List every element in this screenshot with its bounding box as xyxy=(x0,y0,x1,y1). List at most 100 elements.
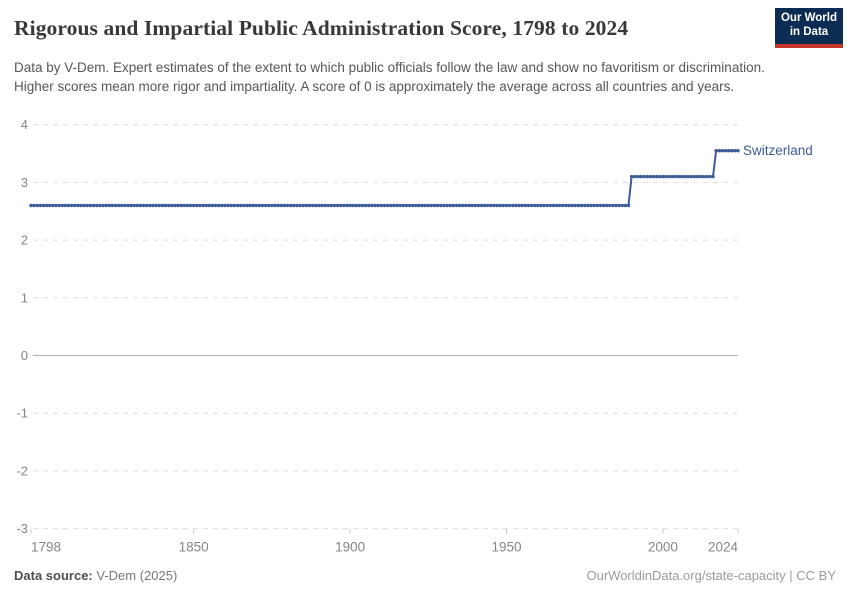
data-point-marker xyxy=(91,203,96,208)
data-point-marker xyxy=(357,203,362,208)
data-point-marker xyxy=(138,203,143,208)
data-point-marker xyxy=(342,203,346,208)
data-point-marker xyxy=(220,203,224,208)
data-point-marker xyxy=(38,203,43,208)
data-point-marker xyxy=(536,203,540,208)
data-point-marker xyxy=(454,203,459,208)
data-point-marker xyxy=(360,203,365,208)
data-point-marker xyxy=(173,203,177,208)
data-point-marker xyxy=(726,149,731,153)
data-point-marker xyxy=(98,203,102,208)
data-point-marker xyxy=(586,203,590,208)
data-point-marker xyxy=(54,203,58,208)
data-point-marker xyxy=(389,203,393,208)
data-point-marker xyxy=(95,203,99,208)
page-title: Rigorous and Impartial Public Administra… xyxy=(14,16,629,40)
data-point-marker xyxy=(238,203,243,208)
data-point-marker xyxy=(123,203,127,208)
data-point-marker xyxy=(511,203,515,208)
data-point-marker xyxy=(558,203,562,208)
data-point-marker xyxy=(254,203,258,208)
data-point-marker xyxy=(626,203,631,208)
data-point-marker xyxy=(695,174,699,179)
data-point-marker xyxy=(717,149,721,153)
data-point-marker xyxy=(432,203,437,208)
data-point-marker xyxy=(376,203,380,208)
data-point-marker xyxy=(670,174,674,179)
data-point-marker xyxy=(267,203,271,208)
data-source-value: V-Dem (2025) xyxy=(92,568,178,583)
y-axis-tick-label: -1 xyxy=(16,406,28,421)
data-point-marker xyxy=(29,203,33,208)
series-label[interactable]: Switzerland xyxy=(743,143,813,158)
y-axis-tick-label: -2 xyxy=(16,463,28,478)
data-point-marker xyxy=(592,203,596,208)
data-point-marker xyxy=(282,203,287,208)
y-axis-tick-label: 2 xyxy=(21,233,28,248)
data-point-marker xyxy=(482,203,487,208)
data-point-marker xyxy=(260,203,265,208)
data-point-marker xyxy=(223,203,227,208)
data-point-marker xyxy=(317,203,321,208)
owid-logo[interactable]: Our World in Data xyxy=(775,8,843,48)
data-point-marker xyxy=(245,203,249,208)
data-point-marker xyxy=(542,203,546,208)
data-point-marker xyxy=(723,149,728,153)
data-point-marker xyxy=(229,203,233,208)
data-point-marker xyxy=(307,203,312,208)
data-point-marker xyxy=(57,203,61,208)
data-point-marker xyxy=(195,203,199,208)
data-point-marker xyxy=(583,203,587,208)
y-axis-tick-label: 0 xyxy=(21,348,28,363)
data-point-marker xyxy=(295,203,299,208)
data-point-marker xyxy=(257,203,262,208)
data-point-marker xyxy=(730,149,734,153)
x-axis-tick-label: 1900 xyxy=(335,540,365,555)
data-point-marker xyxy=(476,203,480,208)
data-point-marker xyxy=(270,203,274,208)
data-point-marker xyxy=(414,203,418,208)
data-point-marker xyxy=(633,174,637,179)
data-point-marker xyxy=(426,203,430,208)
data-point-marker xyxy=(217,203,221,208)
data-point-marker xyxy=(520,203,524,208)
data-point-marker xyxy=(689,174,693,179)
data-point-marker xyxy=(464,203,468,208)
chart-area: 4 3 2 1 0 -1 -2 -3 1798 1850 1900 1950 2000 2024 Switz… xyxy=(0,110,850,566)
attribution-link[interactable]: OurWorldinData.org/state-capacity | CC B… xyxy=(586,568,836,583)
data-point-marker xyxy=(448,203,452,208)
data-point-marker xyxy=(35,203,39,208)
data-point-marker xyxy=(354,203,358,208)
data-point-marker xyxy=(733,149,737,153)
data-point-marker xyxy=(567,203,571,208)
owid-logo-line1: Our World xyxy=(780,12,837,25)
data-point-marker xyxy=(141,203,146,208)
data-point-marker xyxy=(345,203,349,208)
data-point-marker xyxy=(461,203,465,208)
data-point-marker xyxy=(495,203,499,208)
data-point-marker xyxy=(73,203,77,208)
data-point-marker xyxy=(561,203,565,208)
data-point-marker xyxy=(492,203,496,208)
data-point-marker xyxy=(70,203,74,208)
data-point-marker xyxy=(185,203,190,208)
data-point-marker xyxy=(116,203,121,208)
data-point-marker xyxy=(479,203,484,208)
data-point-marker xyxy=(667,174,671,179)
data-point-marker xyxy=(608,203,612,208)
data-point-marker xyxy=(507,203,512,208)
data-point-marker xyxy=(611,203,615,208)
data-point-marker xyxy=(617,203,621,208)
data-point-marker xyxy=(533,203,537,208)
data-point-marker xyxy=(188,203,193,208)
data-point-marker xyxy=(170,203,174,208)
owid-logo-line2: in Data xyxy=(789,26,829,38)
data-point-marker xyxy=(332,203,337,208)
data-point-marker xyxy=(407,203,412,208)
data-point-marker xyxy=(232,203,236,208)
data-point-marker xyxy=(298,203,302,208)
x-axis-tick-label: 2024 xyxy=(708,540,739,555)
data-point-marker xyxy=(501,203,506,208)
data-point-marker xyxy=(545,203,549,208)
data-point-marker xyxy=(570,203,574,208)
